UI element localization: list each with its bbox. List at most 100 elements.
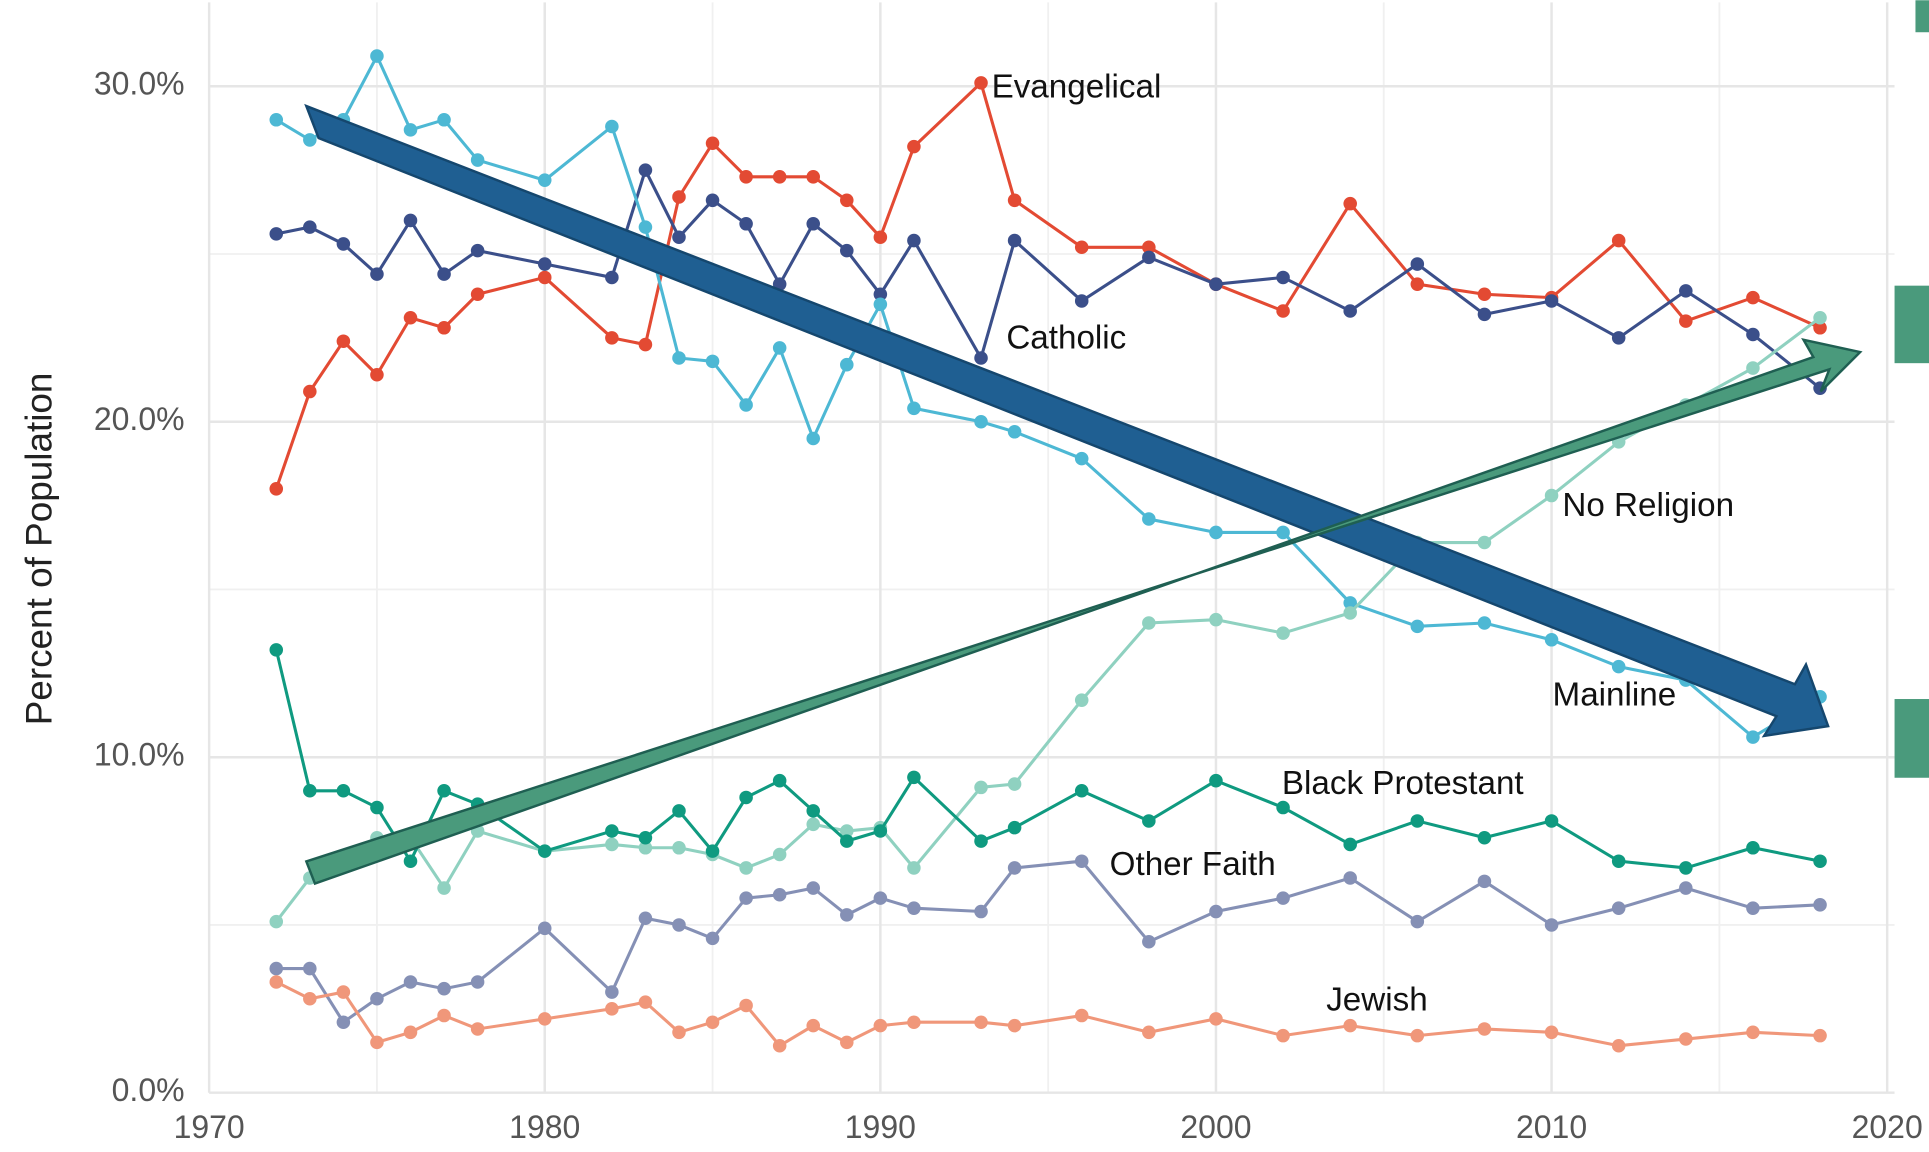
data-point bbox=[470, 243, 485, 258]
data-point bbox=[1611, 659, 1626, 674]
data-point bbox=[1209, 525, 1223, 540]
data-point bbox=[739, 398, 753, 412]
data-point bbox=[772, 887, 787, 902]
data-point bbox=[638, 163, 653, 177]
data-point bbox=[1074, 693, 1089, 707]
data-point bbox=[974, 351, 988, 365]
data-point bbox=[1813, 321, 1827, 335]
data-point bbox=[840, 1035, 854, 1050]
data-point bbox=[1209, 773, 1223, 788]
data-point bbox=[873, 824, 888, 838]
data-point bbox=[1544, 488, 1559, 503]
data-point bbox=[336, 334, 351, 348]
data-point bbox=[772, 847, 787, 862]
data-point bbox=[437, 783, 451, 798]
data-point bbox=[1679, 861, 1693, 875]
data-point bbox=[806, 431, 820, 446]
data-point bbox=[1276, 891, 1290, 905]
data-point bbox=[403, 310, 418, 325]
data-point bbox=[537, 173, 552, 187]
data-point bbox=[772, 773, 787, 788]
data-point bbox=[1410, 277, 1425, 291]
series-label: Jewish bbox=[1326, 981, 1428, 1018]
data-point bbox=[1276, 626, 1290, 640]
data-point bbox=[1544, 814, 1559, 828]
data-point bbox=[1477, 830, 1492, 845]
data-point bbox=[1746, 730, 1760, 744]
data-point bbox=[974, 904, 988, 919]
data-point bbox=[739, 891, 753, 905]
data-point bbox=[705, 193, 720, 208]
data-point bbox=[370, 367, 384, 382]
x-tick-label: 2020 bbox=[1852, 1109, 1923, 1145]
data-point bbox=[605, 270, 619, 285]
data-point bbox=[1746, 841, 1760, 855]
side-panel bbox=[1894, 285, 1929, 364]
data-point bbox=[1611, 1038, 1626, 1053]
data-point bbox=[739, 217, 753, 231]
data-point bbox=[1007, 820, 1022, 835]
data-point bbox=[806, 1018, 820, 1033]
y-tick-label: 10.0% bbox=[94, 737, 185, 773]
data-point bbox=[1343, 606, 1357, 620]
series-label: No Religion bbox=[1562, 487, 1734, 524]
data-point bbox=[705, 844, 720, 858]
data-point bbox=[1477, 874, 1492, 889]
data-point bbox=[1544, 918, 1559, 932]
data-point bbox=[269, 975, 284, 989]
data-point bbox=[1007, 1018, 1022, 1033]
data-point bbox=[1209, 904, 1223, 919]
y-tick-label: 0.0% bbox=[112, 1072, 185, 1108]
data-point bbox=[772, 341, 787, 355]
data-point bbox=[1142, 240, 1156, 255]
data-point bbox=[873, 297, 888, 312]
data-point bbox=[672, 804, 686, 818]
data-point bbox=[303, 220, 317, 234]
x-tick-label: 2000 bbox=[1180, 1109, 1251, 1145]
data-point bbox=[705, 1015, 720, 1030]
data-point bbox=[1477, 535, 1492, 550]
data-point bbox=[1007, 233, 1022, 248]
data-point bbox=[336, 1015, 351, 1030]
data-point bbox=[470, 287, 485, 302]
y-tick-label: 30.0% bbox=[94, 66, 185, 102]
data-point bbox=[269, 482, 284, 496]
series-line bbox=[274, 80, 1821, 490]
series-label: Black Protestant bbox=[1282, 765, 1524, 802]
growth-arrow bbox=[304, 338, 1863, 886]
data-point bbox=[1007, 425, 1022, 439]
data-point bbox=[537, 270, 552, 285]
data-point bbox=[1343, 196, 1357, 211]
data-point bbox=[672, 841, 686, 855]
data-point bbox=[269, 643, 284, 657]
data-point bbox=[806, 217, 820, 231]
data-point bbox=[672, 230, 686, 244]
data-point bbox=[605, 824, 619, 838]
data-point bbox=[1477, 616, 1492, 630]
data-point bbox=[470, 1022, 485, 1036]
data-point bbox=[1209, 277, 1223, 291]
data-point bbox=[873, 287, 888, 302]
data-point bbox=[974, 76, 988, 90]
data-point bbox=[1746, 361, 1760, 375]
data-point bbox=[873, 1018, 888, 1033]
data-point bbox=[1477, 307, 1492, 322]
data-point bbox=[537, 1012, 552, 1026]
data-point bbox=[470, 975, 485, 989]
data-point bbox=[605, 985, 619, 999]
data-point bbox=[1209, 612, 1223, 627]
data-point bbox=[1343, 596, 1357, 610]
data-point bbox=[1276, 1028, 1290, 1043]
data-point bbox=[772, 170, 787, 184]
data-point bbox=[907, 861, 921, 875]
data-point bbox=[1746, 1025, 1760, 1040]
data-point bbox=[1544, 1025, 1559, 1040]
data-point bbox=[1679, 284, 1693, 298]
data-point bbox=[269, 227, 284, 241]
data-point bbox=[605, 331, 619, 345]
data-point bbox=[1611, 233, 1626, 248]
data-point bbox=[336, 783, 351, 798]
x-tick-label: 2010 bbox=[1516, 1109, 1587, 1145]
data-point bbox=[605, 119, 619, 134]
data-point bbox=[705, 136, 720, 151]
